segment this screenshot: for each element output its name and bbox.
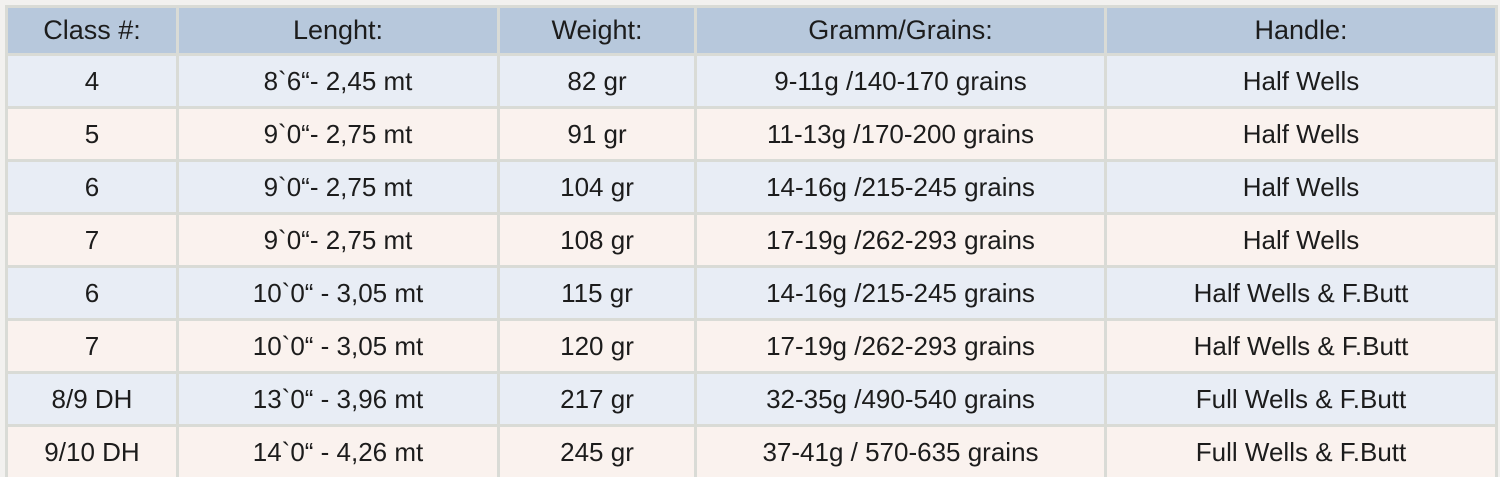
cell-weight: 217 gr — [497, 371, 697, 427]
cell-gramm-grains: 32-35g /490-540 grains — [694, 371, 1107, 427]
table-row: 9/10 DH 14`0“ - 4,26 mt 245 gr 37-41g / 570… — [5, 424, 1498, 477]
column-header-length: Lenght: — [176, 5, 500, 56]
table-row: 6 9`0“- 2,75 mt 104 gr 14-16g /215-245 grai… — [5, 159, 1498, 215]
table-header: Class #: Lenght: Weight: Gramm/Grains: H… — [5, 5, 1498, 56]
table-row: 4 8`6“- 2,45 mt 82 gr 9-11g /140-170 grains… — [5, 53, 1498, 109]
cell-weight: 245 gr — [497, 424, 697, 477]
column-header-gramm-grains: Gramm/Grains: — [694, 5, 1107, 56]
table-row: 7 10`0“ - 3,05 mt 120 gr 17-19g /262-293 gr… — [5, 318, 1498, 374]
column-header-handle: Handle: — [1104, 5, 1498, 56]
cell-handle: Half Wells — [1104, 212, 1498, 268]
cell-gramm-grains: 14-16g /215-245 grains — [694, 265, 1107, 321]
cell-class: 7 — [5, 212, 179, 268]
rod-spec-table: Class #: Lenght: Weight: Gramm/Grains: H… — [5, 5, 1498, 477]
cell-class: 9/10 DH — [5, 424, 179, 477]
cell-handle: Full Wells & F.Butt — [1104, 371, 1498, 427]
cell-length: 8`6“- 2,45 mt — [176, 53, 500, 109]
cell-handle: Half Wells — [1104, 53, 1498, 109]
cell-gramm-grains: 14-16g /215-245 grains — [694, 159, 1107, 215]
cell-weight: 91 gr — [497, 106, 697, 162]
column-header-weight: Weight: — [497, 5, 697, 56]
cell-length: 14`0“ - 4,26 mt — [176, 424, 500, 477]
cell-weight: 115 gr — [497, 265, 697, 321]
cell-handle: Half Wells & F.Butt — [1104, 265, 1498, 321]
table-row: 5 9`0“- 2,75 mt 91 gr 11-13g /170-200 grain… — [5, 106, 1498, 162]
cell-handle: Half Wells & F.Butt — [1104, 318, 1498, 374]
header-row: Class #: Lenght: Weight: Gramm/Grains: H… — [5, 5, 1498, 56]
cell-class: 4 — [5, 53, 179, 109]
table-body: 4 8`6“- 2,45 mt 82 gr 9-11g /140-170 grains… — [5, 53, 1498, 477]
cell-class: 6 — [5, 159, 179, 215]
cell-length: 10`0“ - 3,05 mt — [176, 318, 500, 374]
cell-class: 5 — [5, 106, 179, 162]
cell-length: 10`0“ - 3,05 mt — [176, 265, 500, 321]
cell-gramm-grains: 17-19g /262-293 grains — [694, 318, 1107, 374]
cell-weight: 104 gr — [497, 159, 697, 215]
cell-gramm-grains: 17-19g /262-293 grains — [694, 212, 1107, 268]
table-row: 6 10`0“ - 3,05 mt 115 gr 14-16g /215-245 gr… — [5, 265, 1498, 321]
cell-handle: Full Wells & F.Butt — [1104, 424, 1498, 477]
cell-class: 8/9 DH — [5, 371, 179, 427]
cell-gramm-grains: 11-13g /170-200 grains — [694, 106, 1107, 162]
cell-class: 6 — [5, 265, 179, 321]
cell-weight: 120 gr — [497, 318, 697, 374]
table-row: 7 9`0“- 2,75 mt 108 gr 17-19g /262-293 grai… — [5, 212, 1498, 268]
column-header-class: Class #: — [5, 5, 179, 56]
cell-weight: 108 gr — [497, 212, 697, 268]
cell-handle: Half Wells — [1104, 159, 1498, 215]
cell-length: 9`0“- 2,75 mt — [176, 212, 500, 268]
cell-length: 9`0“- 2,75 mt — [176, 159, 500, 215]
cell-length: 13`0“ - 3,96 mt — [176, 371, 500, 427]
table-row: 8/9 DH 13`0“ - 3,96 mt 217 gr 32-35g /490-5… — [5, 371, 1498, 427]
cell-gramm-grains: 37-41g / 570-635 grains — [694, 424, 1107, 477]
cell-class: 7 — [5, 318, 179, 374]
cell-weight: 82 gr — [497, 53, 697, 109]
cell-gramm-grains: 9-11g /140-170 grains — [694, 53, 1107, 109]
cell-length: 9`0“- 2,75 mt — [176, 106, 500, 162]
cell-handle: Half Wells — [1104, 106, 1498, 162]
